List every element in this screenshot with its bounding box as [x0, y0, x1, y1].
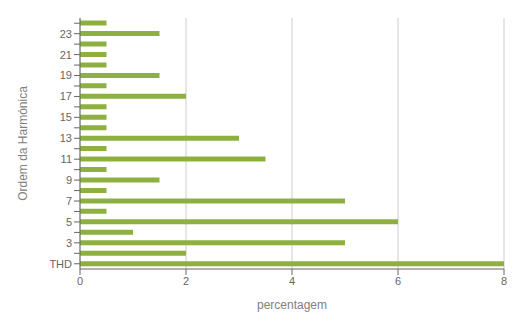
svg-text:23: 23: [60, 28, 72, 40]
svg-text:21: 21: [60, 49, 72, 61]
svg-text:0: 0: [77, 275, 83, 287]
svg-text:15: 15: [60, 111, 72, 123]
svg-text:9: 9: [66, 174, 72, 186]
svg-text:4: 4: [289, 275, 295, 287]
svg-text:5: 5: [66, 216, 72, 228]
svg-text:2: 2: [183, 275, 189, 287]
svg-text:percentagem: percentagem: [257, 298, 327, 312]
svg-text:6: 6: [395, 275, 401, 287]
svg-text:8: 8: [501, 275, 507, 287]
svg-text:3: 3: [66, 237, 72, 249]
svg-text:13: 13: [60, 132, 72, 144]
svg-text:17: 17: [60, 90, 72, 102]
svg-text:THD: THD: [49, 258, 72, 270]
svg-text:11: 11: [61, 153, 72, 165]
svg-text:7: 7: [66, 195, 72, 207]
svg-text:19: 19: [60, 69, 72, 81]
svg-text:Ordem da Harmónica: Ordem da Harmónica: [16, 86, 30, 201]
